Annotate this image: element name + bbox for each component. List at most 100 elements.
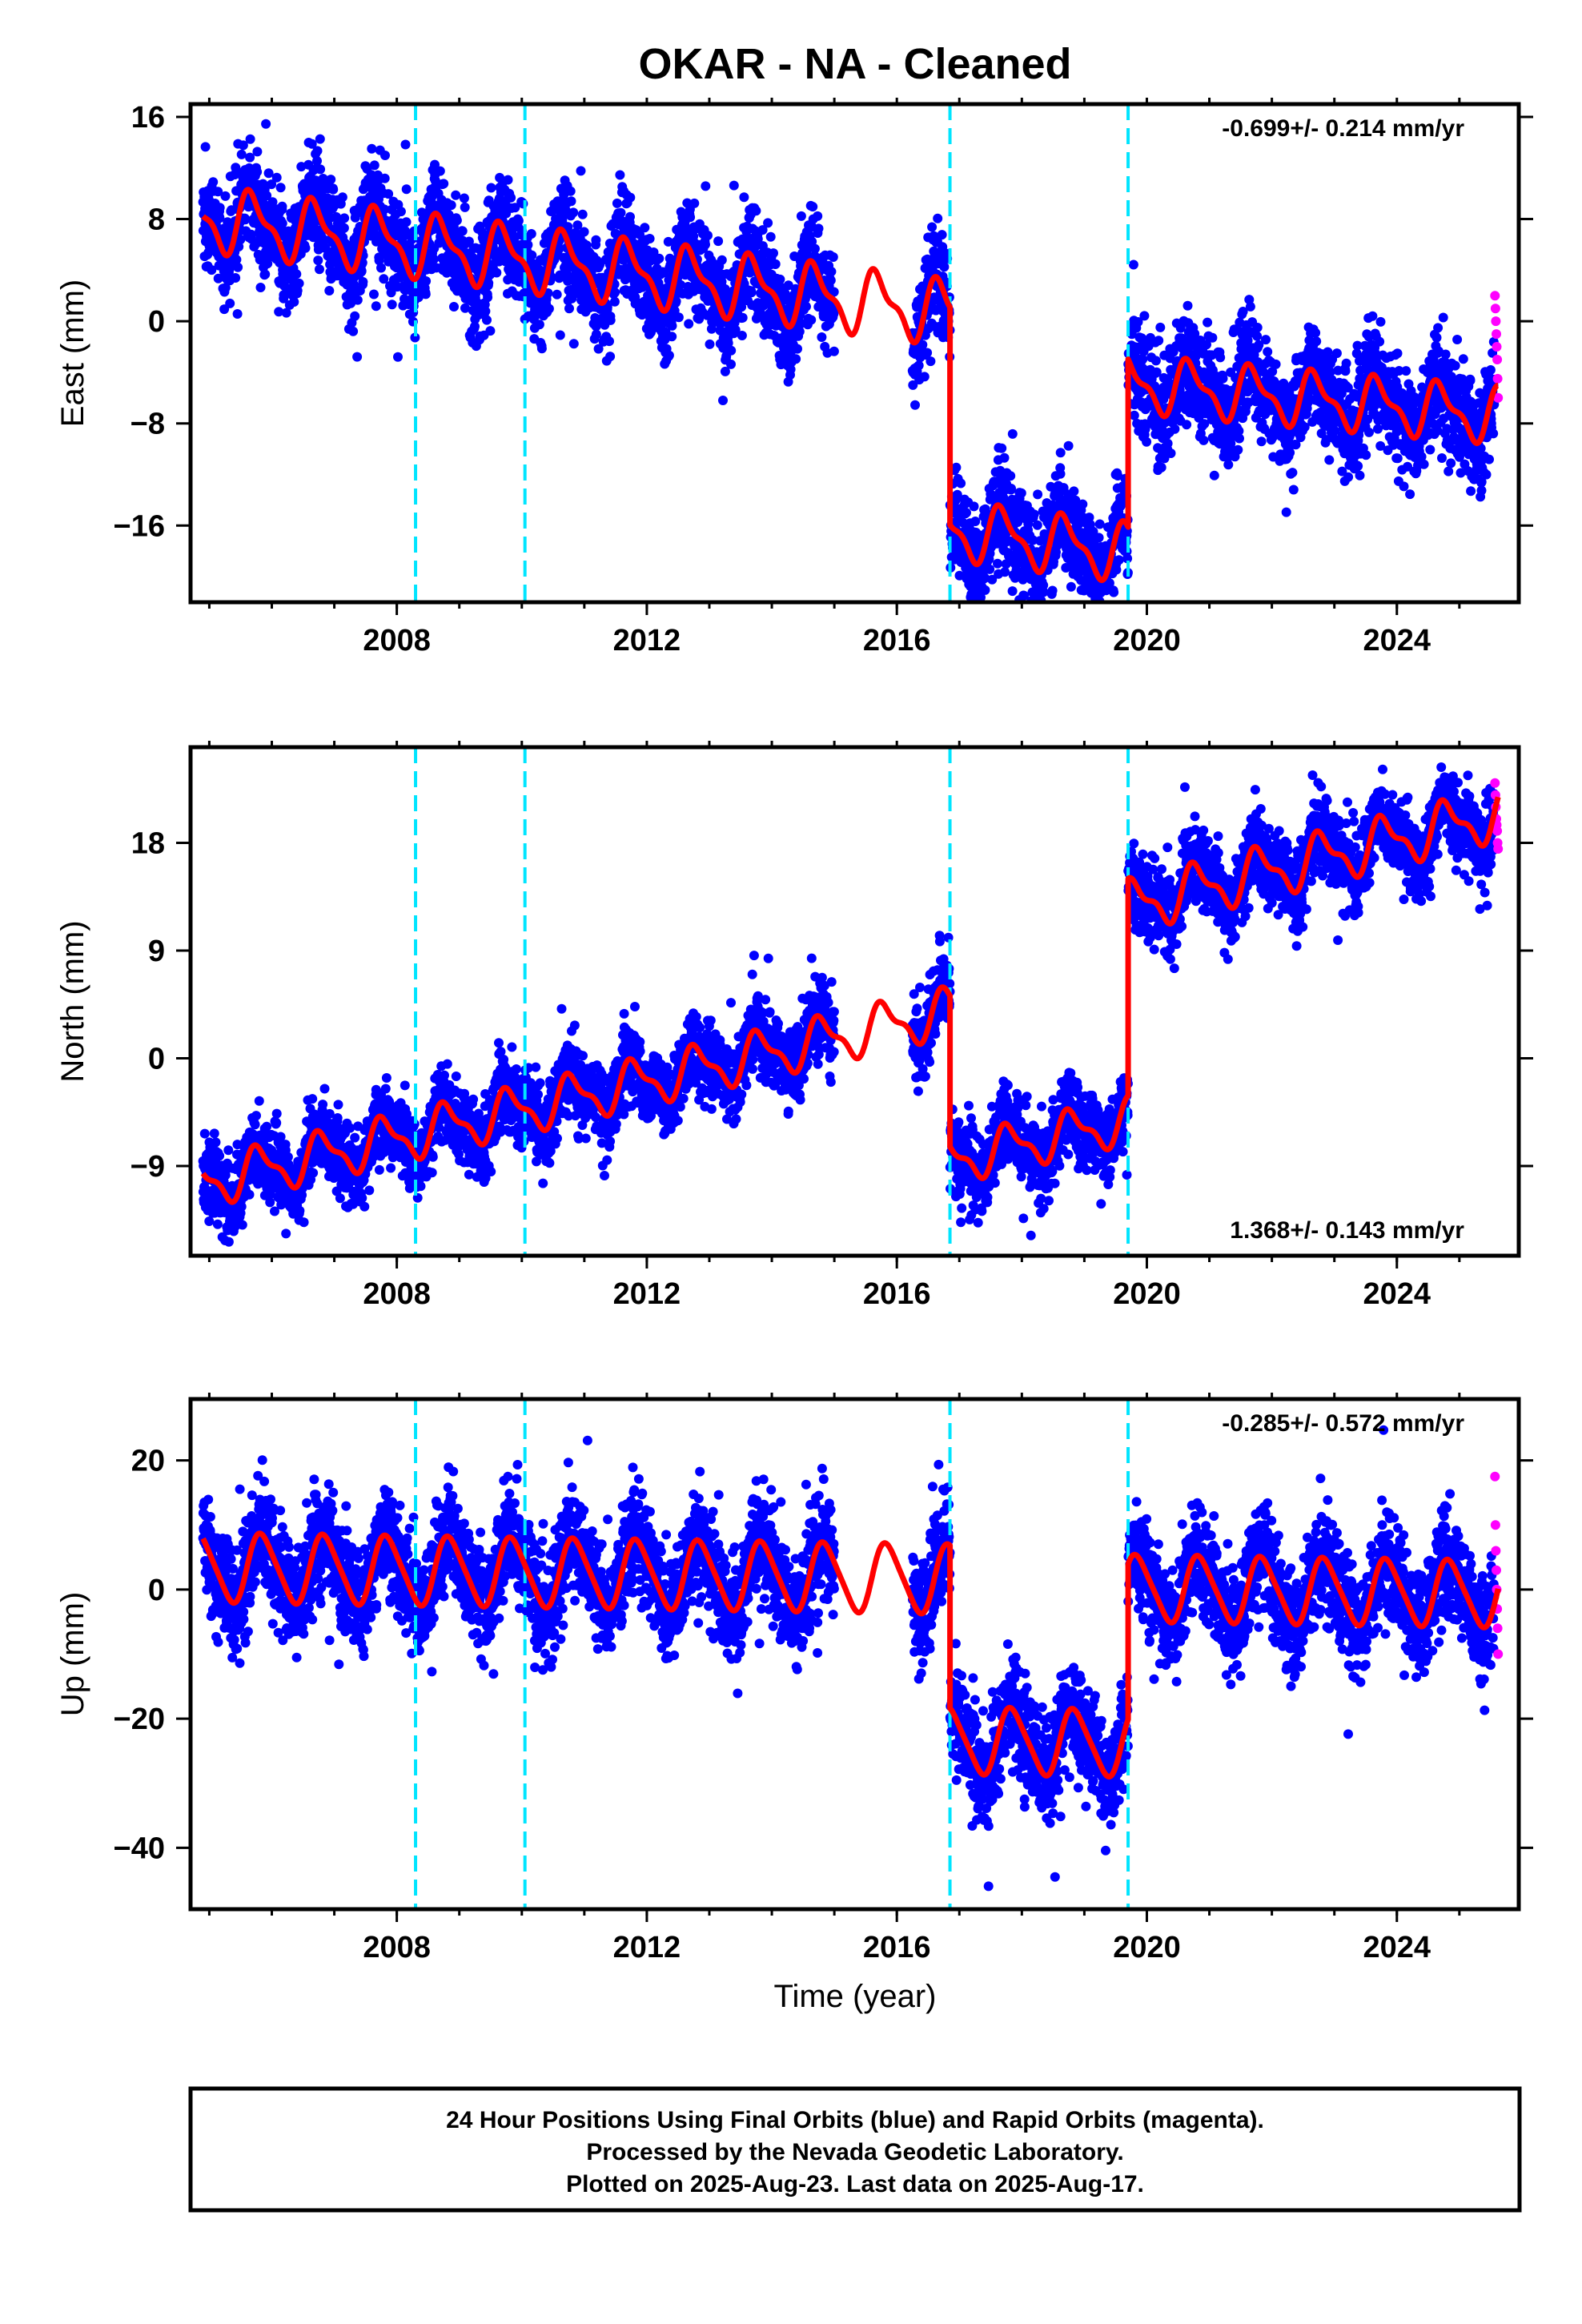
data-point bbox=[667, 332, 677, 342]
data-point bbox=[615, 170, 625, 180]
data-point bbox=[1311, 336, 1322, 347]
data-point bbox=[1094, 621, 1104, 631]
data-point bbox=[396, 207, 406, 217]
data-point bbox=[326, 175, 336, 185]
data-point bbox=[1209, 470, 1219, 480]
data-point bbox=[939, 262, 950, 272]
data-point bbox=[770, 259, 781, 269]
data-point bbox=[553, 245, 564, 255]
data-point bbox=[701, 239, 710, 250]
data-point bbox=[817, 332, 827, 342]
data-point bbox=[625, 211, 635, 222]
data-point bbox=[625, 192, 636, 203]
data-point bbox=[263, 168, 274, 179]
data-point bbox=[319, 235, 330, 245]
data-point bbox=[1069, 486, 1079, 497]
data-point bbox=[980, 585, 990, 595]
data-point bbox=[1182, 300, 1193, 311]
data-point bbox=[267, 179, 277, 190]
data-point bbox=[275, 183, 286, 193]
data-point bbox=[591, 329, 601, 340]
data-point bbox=[1170, 424, 1180, 434]
data-point bbox=[482, 315, 492, 325]
data-point bbox=[1033, 489, 1043, 500]
data-point bbox=[962, 508, 971, 518]
data-point bbox=[775, 274, 785, 284]
data-point bbox=[495, 172, 505, 183]
data-point bbox=[808, 202, 818, 212]
data-point bbox=[1114, 555, 1124, 565]
data-point bbox=[1111, 565, 1122, 575]
data-point bbox=[245, 152, 255, 163]
data-point bbox=[737, 331, 747, 340]
data-point bbox=[1031, 630, 1041, 640]
data-point bbox=[566, 196, 576, 207]
data-point bbox=[1203, 317, 1213, 328]
data-point bbox=[1150, 356, 1161, 366]
data-point bbox=[664, 350, 674, 360]
data-point bbox=[252, 147, 263, 157]
data-point bbox=[713, 236, 724, 247]
data-point bbox=[1223, 460, 1234, 470]
data-point bbox=[439, 179, 449, 189]
data-point bbox=[913, 360, 924, 371]
data-point bbox=[536, 344, 547, 354]
data-point bbox=[1162, 438, 1173, 448]
data-point bbox=[1100, 617, 1110, 627]
data-point bbox=[262, 191, 272, 201]
data-point bbox=[369, 160, 379, 171]
data-point bbox=[315, 264, 324, 275]
data-point bbox=[791, 354, 801, 364]
data-point bbox=[926, 356, 936, 367]
data-point bbox=[910, 400, 920, 410]
data-point bbox=[726, 345, 737, 356]
data-point bbox=[464, 236, 474, 247]
data-point bbox=[358, 277, 368, 287]
data-point bbox=[1281, 507, 1291, 517]
data-point bbox=[1341, 358, 1351, 368]
data-point bbox=[1129, 410, 1139, 420]
data-point bbox=[577, 209, 588, 219]
data-point bbox=[410, 332, 420, 343]
data-point bbox=[568, 339, 579, 349]
data-point bbox=[274, 307, 284, 317]
data-point bbox=[470, 321, 480, 332]
data-point bbox=[383, 189, 394, 199]
data-point bbox=[544, 304, 554, 314]
data-point bbox=[387, 300, 397, 310]
data-point bbox=[379, 204, 390, 215]
data-point bbox=[459, 193, 469, 203]
data-point bbox=[667, 320, 677, 331]
data-point bbox=[225, 298, 235, 308]
data-point bbox=[1182, 420, 1192, 430]
data-point bbox=[200, 142, 211, 152]
data-point bbox=[428, 254, 439, 264]
data-point bbox=[513, 215, 524, 226]
data-point bbox=[401, 217, 412, 227]
data-point bbox=[705, 339, 715, 349]
data-point bbox=[291, 269, 302, 279]
data-point bbox=[451, 190, 461, 200]
data-point bbox=[1355, 470, 1365, 480]
data-point bbox=[339, 213, 350, 223]
data-point bbox=[315, 134, 325, 144]
data-point bbox=[1109, 587, 1119, 597]
data-point bbox=[231, 273, 241, 283]
plot-area bbox=[198, 104, 1504, 640]
data-point bbox=[1218, 373, 1228, 384]
data-point bbox=[796, 211, 806, 221]
data-point bbox=[640, 223, 650, 233]
data-point bbox=[673, 312, 684, 323]
data-point bbox=[1098, 604, 1107, 613]
data-point bbox=[591, 235, 601, 245]
data-point bbox=[430, 159, 440, 170]
data-point bbox=[604, 336, 614, 347]
data-point bbox=[1215, 352, 1226, 363]
data-point bbox=[452, 215, 462, 226]
data-point bbox=[1142, 436, 1152, 447]
data-point bbox=[435, 166, 445, 176]
data-point bbox=[793, 344, 802, 354]
